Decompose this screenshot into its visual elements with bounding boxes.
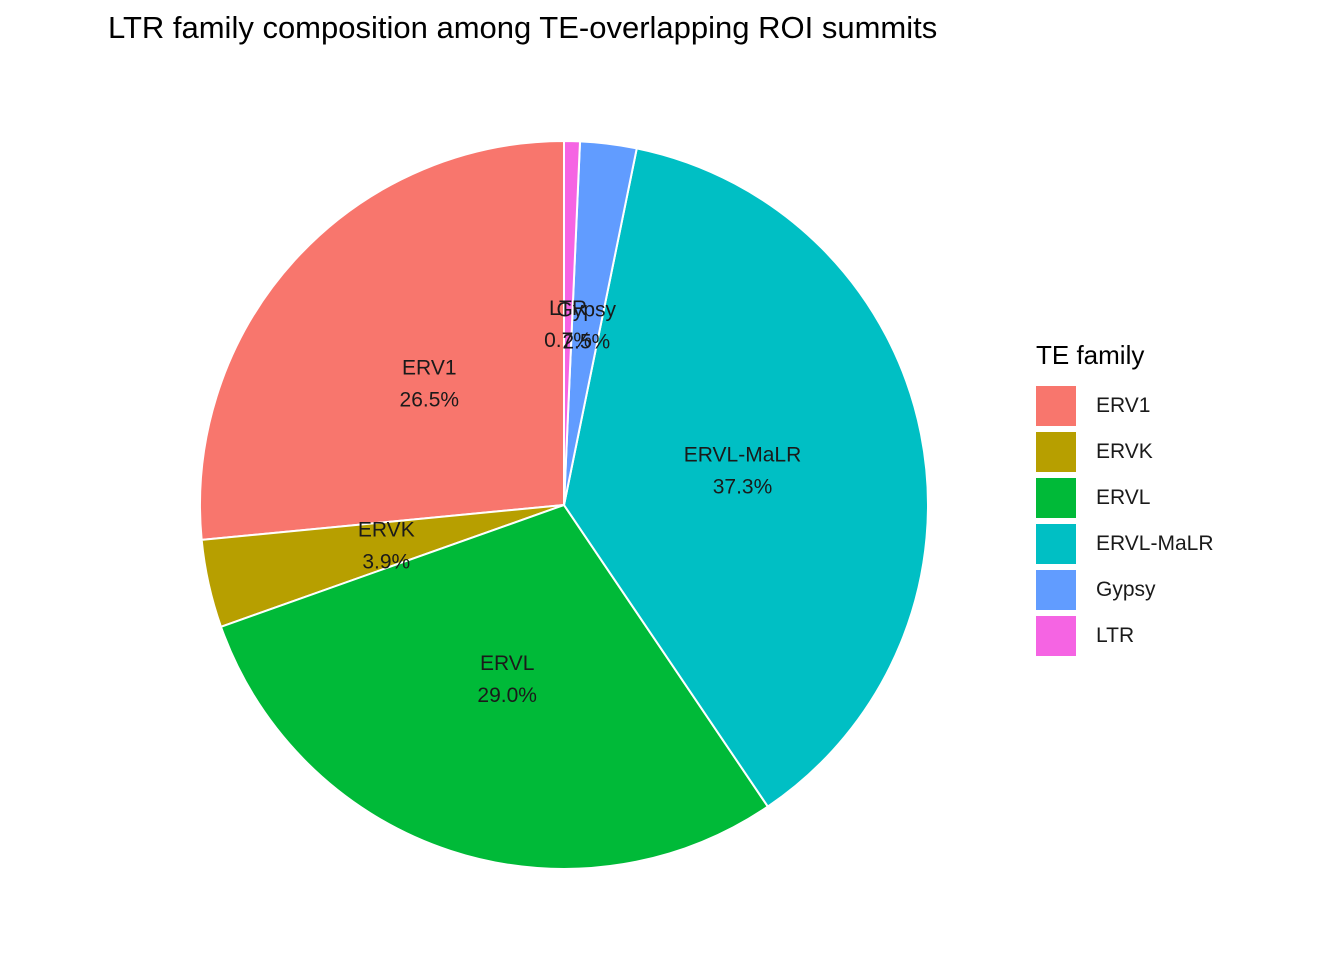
legend-swatch — [1036, 386, 1076, 426]
legend-swatch — [1036, 570, 1076, 610]
legend-swatch — [1036, 616, 1076, 656]
legend-items: ERV1 ERVK ERVL ERVL-MaLR Gypsy LTR — [1036, 383, 1214, 659]
slice-label-ltr: LTR 0.7% — [544, 297, 592, 352]
legend-swatch — [1036, 478, 1076, 518]
legend-item-erv1: ERV1 — [1036, 383, 1214, 429]
legend-swatch — [1036, 524, 1076, 564]
legend-label: ERVK — [1096, 440, 1153, 463]
legend-item-gypsy: Gypsy — [1036, 567, 1214, 613]
slice-label-ervk: ERVK 3.9% — [358, 519, 415, 574]
legend-label: ERVL-MaLR — [1096, 532, 1214, 555]
legend-label: ERV1 — [1096, 394, 1151, 417]
pie-slice-ervl-malr — [562, 147, 929, 808]
slice-label-gypsy: Gypsy 2.5% — [557, 298, 617, 353]
legend-title: TE family — [1036, 340, 1145, 370]
legend: TE family ERV1 ERVK ERVL ERVL-MaLR Gypsy LTR — [1036, 340, 1214, 659]
pie-slice-erv1 — [199, 139, 565, 541]
slice-label-ervl-malr: ERVL-MaLR 37.3% — [684, 444, 802, 499]
pie-slice-ltr — [563, 139, 582, 506]
legend-label: Gypsy — [1096, 578, 1156, 601]
slice-label-erv1: ERV1 26.5% — [400, 357, 460, 412]
legend-item-ervl-malr: ERVL-MaLR — [1036, 521, 1214, 567]
legend-swatch — [1036, 432, 1076, 472]
pie-slice-labels: ERV1 26.5% ERVK 3.9% ERVL 29.0% ERVL-MaLR 37.3%… — [358, 297, 801, 707]
legend-label: ERVL — [1096, 486, 1151, 509]
legend-label: LTR — [1096, 624, 1135, 647]
legend-item-ltr: LTR — [1036, 613, 1214, 659]
legend-item-ervk: ERVK — [1036, 429, 1214, 475]
pie-slices — [199, 139, 929, 870]
chart-title: LTR family composition among TE-overlapp… — [108, 10, 938, 45]
slice-label-ervl: ERVL 29.0% — [477, 652, 537, 707]
pie-slice-ervl — [219, 503, 770, 870]
legend-item-ervl: ERVL — [1036, 475, 1214, 521]
